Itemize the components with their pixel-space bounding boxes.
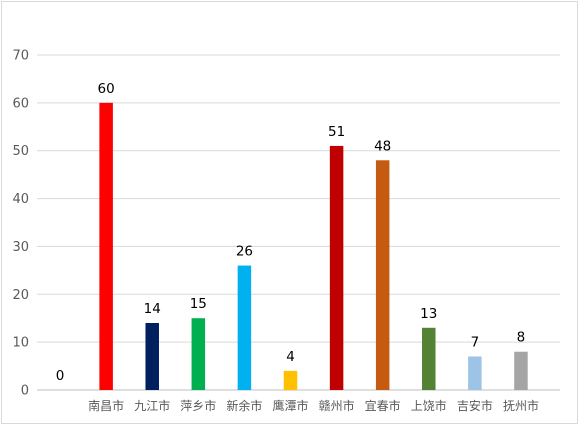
data-label: 14 [144, 301, 161, 317]
bar[interactable] [283, 370, 298, 390]
x-tick-label: 宜春市 [365, 398, 401, 413]
data-label: 8 [517, 330, 526, 346]
x-tick-label: 赣州市 [319, 398, 355, 413]
bar[interactable] [468, 356, 482, 391]
data-label: 4 [286, 349, 295, 365]
y-tick-label: 10 [12, 336, 29, 351]
y-tick-label: 30 [12, 240, 29, 255]
data-label: 48 [374, 138, 391, 154]
data-label: 0 [56, 368, 65, 384]
bar[interactable] [99, 102, 113, 390]
x-tick-label: 吉安市 [457, 398, 493, 413]
y-tick-label: 0 [21, 384, 29, 399]
data-label: 13 [420, 306, 437, 322]
x-tick-label: 抚州市 [503, 398, 539, 413]
y-tick-label: 60 [12, 96, 29, 111]
y-tick-label: 40 [12, 192, 29, 207]
y-tick-label: 20 [12, 288, 29, 303]
x-tick-label: 鹰潭市 [272, 398, 308, 413]
bar[interactable] [329, 145, 344, 390]
data-label: 15 [190, 296, 207, 312]
bar[interactable] [422, 327, 436, 390]
x-tick-label: 新余市 [226, 398, 262, 413]
bar[interactable] [191, 318, 206, 390]
bar[interactable] [375, 160, 390, 390]
x-tick-label: 九江市 [134, 398, 170, 413]
x-tick-label: 萍乡市 [180, 398, 216, 413]
data-label: 7 [471, 335, 480, 351]
bar[interactable] [514, 351, 528, 390]
data-label: 26 [236, 244, 253, 260]
x-tick-label: 南昌市 [88, 398, 124, 413]
bar[interactable] [145, 323, 159, 390]
y-tick-label: 50 [12, 144, 29, 159]
data-label: 60 [98, 81, 115, 97]
x-tick-label: 上饶市 [411, 398, 447, 413]
bar[interactable] [237, 265, 252, 390]
data-label: 51 [328, 124, 345, 140]
y-tick-label: 70 [12, 49, 29, 64]
